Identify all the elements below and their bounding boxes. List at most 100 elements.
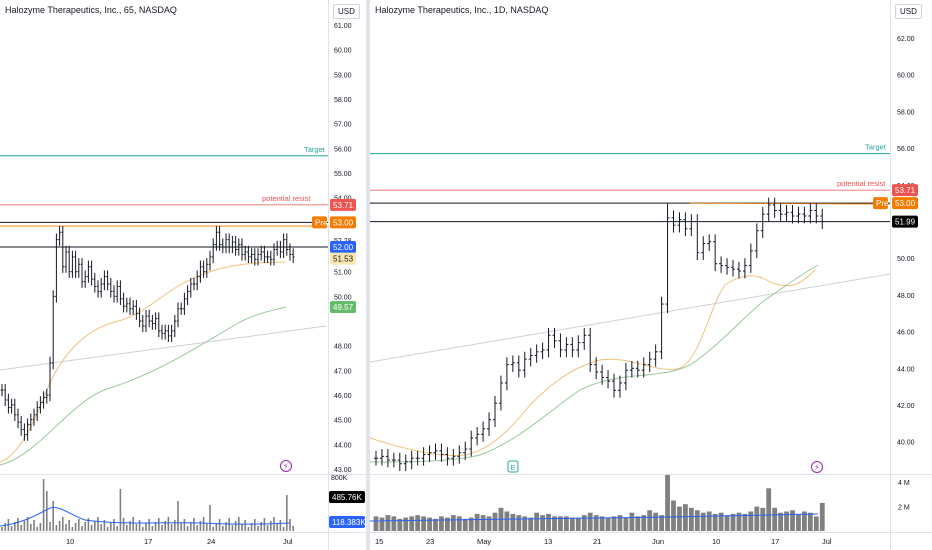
right-event-icon[interactable] xyxy=(811,461,823,473)
left-y-tick: 57.00 xyxy=(334,122,352,129)
right-volume-bar xyxy=(700,512,706,531)
left-volume-bar xyxy=(209,505,211,531)
left-resist-label: potential resist xyxy=(262,194,311,203)
right-y-tick: 42.00 xyxy=(897,403,915,410)
left-volume-bar xyxy=(113,519,115,531)
left-volume-bar xyxy=(218,519,221,531)
right-volume-bar xyxy=(480,515,486,531)
left-y-tick: 51.00 xyxy=(334,270,352,277)
right-volume-bar xyxy=(599,516,605,531)
left-chart-svg[interactable]: 61.0060.0059.0058.0057.0056.0055.0054.00… xyxy=(0,0,366,550)
left-volume-bar xyxy=(174,520,176,531)
left-price-tag: 51.53 xyxy=(333,255,354,264)
right-pre-line-2 xyxy=(689,202,891,205)
left-volume-bar xyxy=(180,523,182,531)
left-volume-bar xyxy=(148,519,150,531)
left-volume-bar xyxy=(106,527,109,531)
left-volume-bar xyxy=(122,518,125,531)
right-volume-bar xyxy=(516,515,522,531)
right-volume-bar xyxy=(694,510,700,531)
right-volume-bar xyxy=(796,513,801,531)
right-volume-bar xyxy=(819,502,825,531)
right-price-tag-bg xyxy=(892,197,918,210)
right-volume-bar xyxy=(647,510,653,531)
left-price-tag-bg xyxy=(330,241,356,254)
right-price-axis-separator xyxy=(890,0,891,550)
left-currency-button[interactable]: USD xyxy=(333,4,360,19)
right-x-tick: Jul xyxy=(822,537,832,546)
right-volume-bar xyxy=(450,515,456,531)
left-volume-bar xyxy=(138,520,141,531)
right-volume-bar xyxy=(391,516,397,531)
right-price-tag: 53.00 xyxy=(895,199,916,208)
left-volume-bar xyxy=(65,524,67,531)
left-volume-bar xyxy=(276,524,278,531)
panel-divider[interactable] xyxy=(366,0,370,550)
left-volume-bar xyxy=(42,479,45,531)
left-y-tick: 47.00 xyxy=(334,368,352,375)
left-volume-bar xyxy=(46,491,48,531)
left-volume-bar xyxy=(39,523,42,531)
left-volume-bar xyxy=(282,527,285,531)
left-volume-bar xyxy=(292,526,294,531)
left-volume-bar xyxy=(142,527,144,531)
right-volume-bar xyxy=(790,510,795,531)
left-y-tick: 61.00 xyxy=(334,23,352,30)
right-x-tick: 13 xyxy=(544,537,552,546)
right-earnings-icon[interactable] xyxy=(507,460,519,473)
left-volume-bar xyxy=(135,524,138,531)
left-volume-bar xyxy=(36,527,38,531)
left-volume-bar xyxy=(94,521,96,531)
right-volume-bar xyxy=(677,506,682,531)
right-volume-tick: 4 M xyxy=(898,480,910,487)
right-pre-label: Pre xyxy=(876,199,889,208)
left-volume-bar xyxy=(126,525,128,531)
left-ma-slow xyxy=(0,306,287,466)
right-volume-bar xyxy=(397,518,403,531)
left-volume-bar xyxy=(244,520,246,531)
right-volume-bar xyxy=(611,516,617,531)
right-volume-bar xyxy=(754,506,760,531)
left-volume-bar xyxy=(154,522,157,531)
right-volume-bar xyxy=(807,512,813,531)
left-volume-bar xyxy=(17,518,19,531)
left-volume-bar xyxy=(199,521,202,531)
right-volume-bar xyxy=(659,515,664,531)
right-volume-bar xyxy=(635,516,641,531)
left-volume-bar xyxy=(74,523,77,531)
right-volume-bar xyxy=(813,516,819,531)
left-volume-bar xyxy=(84,522,86,531)
left-volume-bar xyxy=(4,523,6,531)
right-y-tick: 44.00 xyxy=(897,366,915,373)
right-volume-bar xyxy=(575,517,581,531)
left-x-tick: Jul xyxy=(283,537,293,546)
left-price-tag-bg xyxy=(330,198,356,211)
left-volume-bar xyxy=(196,525,198,531)
right-volume-bar xyxy=(439,516,444,531)
right-currency-button[interactable]: USD xyxy=(895,4,922,19)
left-time-axis-separator xyxy=(0,532,366,533)
left-y-tick: 56.00 xyxy=(334,146,352,153)
right-volume-bar xyxy=(546,513,551,531)
left-ma-fast xyxy=(0,261,286,463)
left-volume-bar xyxy=(78,519,80,531)
right-volume-bar xyxy=(784,511,789,531)
right-volume-bar xyxy=(474,513,480,531)
left-volume-bar xyxy=(202,517,205,531)
left-y-tick: 59.00 xyxy=(334,72,352,79)
left-volume-bar xyxy=(286,495,288,531)
left-volume-bar xyxy=(100,524,102,531)
right-volume-bar xyxy=(492,512,498,531)
left-event-icon[interactable] xyxy=(280,460,292,472)
left-pre-label: Pre xyxy=(315,218,328,227)
right-volume-bar xyxy=(445,517,450,531)
left-y-tick: 58.00 xyxy=(334,97,352,104)
right-volume-bar xyxy=(528,517,534,531)
right-volume-bar xyxy=(581,515,587,531)
left-price-tag-bg xyxy=(330,252,356,265)
left-volume-bar xyxy=(68,520,70,531)
right-chart-svg[interactable]: 62.0060.0058.0056.0054.0050.0048.0046.00… xyxy=(370,0,932,550)
right-time-axis-separator xyxy=(370,532,932,533)
right-x-tick: 15 xyxy=(375,537,383,546)
left-volume-bar xyxy=(183,519,186,531)
